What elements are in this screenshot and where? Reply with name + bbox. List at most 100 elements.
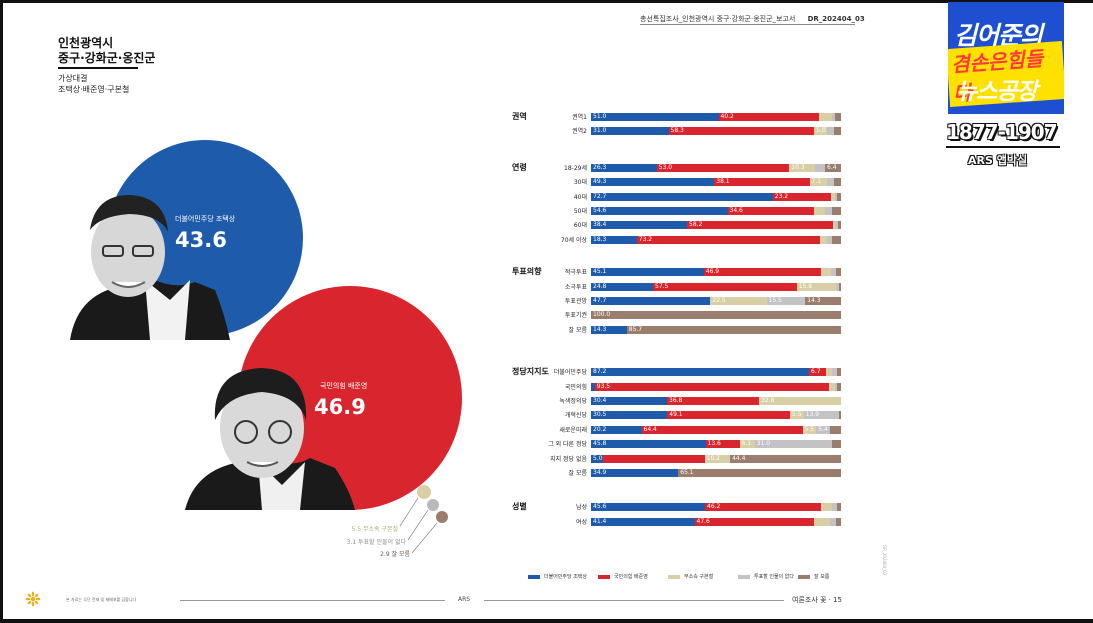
bar-segment: 38.4: [591, 221, 687, 230]
bar-segment: 54.6: [591, 207, 728, 215]
bar-segment: 58.2: [687, 221, 833, 230]
legend-swatch: [738, 574, 750, 579]
bar-segment: 14.3: [805, 297, 841, 305]
bar-segment: 46.2: [705, 503, 821, 512]
bar-segment: 6.1: [739, 440, 755, 449]
matchup-candidates: 조택상·배준영·구본철: [58, 85, 130, 94]
bar-segment: 22.5: [710, 297, 767, 305]
stacked-bar: 72.7 23.2: [591, 192, 841, 201]
row-label: 개혁신당: [564, 412, 587, 420]
legend-label: 더불어민주당 조택상: [544, 574, 587, 580]
bar-segment: [835, 221, 838, 230]
bar-segment: 44.4: [730, 454, 841, 463]
bar-segment: 34.6: [727, 207, 814, 215]
overlay-years-rule: [946, 146, 1060, 148]
stacked-bar: 47.7 22.5 15.5 14.3: [591, 297, 841, 305]
bar-segment: 46.9: [703, 268, 821, 277]
bar-segment: [834, 192, 837, 201]
overlay-ars-label: ARS 앱박실: [968, 154, 1028, 167]
stacked-bar: 5.0 40.5 10.244.4: [591, 454, 841, 463]
legend-swatch: [528, 574, 540, 579]
bar-segment: 72.7: [591, 192, 773, 201]
bar-segment: 31.0: [591, 127, 669, 136]
bar-segment: [831, 268, 836, 277]
bar-segment: [831, 503, 837, 512]
bar-segment: 87.2: [591, 368, 809, 377]
bar-segment: 53.0: [656, 163, 790, 172]
publisher-flower-icon: [25, 591, 41, 607]
stacked-bar: 87.2 6.7: [591, 368, 841, 377]
stacked-bar: 30.5 49.1 5.5 13.9: [591, 411, 841, 420]
footer-rule-right: [484, 600, 784, 601]
bar-segment: 5.4: [816, 425, 830, 434]
bar-segment: 45.6: [591, 503, 705, 512]
bar-segment: 40.2: [718, 113, 819, 121]
minor-bubble-unknown: [436, 511, 448, 523]
bar-segment: [835, 113, 841, 121]
row-label: 70세 이상: [560, 236, 587, 244]
row-label: 국민의힘: [564, 383, 587, 391]
frame-bottom-border: [0, 619, 1093, 623]
bar-segment: [838, 282, 841, 291]
bar-segment: 31.0: [754, 440, 833, 449]
footer-note: 본 자료는 무단 전재 및 재배포를 금합니다: [66, 597, 137, 602]
row-label: 적극투표: [564, 269, 587, 277]
bar-segment: 49.3: [591, 178, 715, 187]
bar-segment: [834, 127, 841, 136]
bar-segment: [813, 517, 830, 526]
stacked-bar: 24.8 57.5 15.8: [591, 282, 841, 291]
region-rule: [58, 67, 138, 69]
bar-segment: 41.4: [591, 517, 695, 526]
bar-segment: [832, 440, 841, 449]
bar-segment: [830, 192, 835, 201]
minor-bubble-none: [427, 499, 439, 511]
bar-segment: [832, 368, 837, 377]
header-rule: [640, 24, 855, 25]
stacked-bar: 30.4 36.8 32.8: [591, 397, 841, 405]
row-label: 권역2: [572, 128, 587, 136]
bar-segment: 93.5: [594, 382, 829, 391]
bar-segment: 85.7: [626, 325, 841, 334]
bar-segment: [836, 368, 841, 377]
row-label: 50대: [573, 208, 587, 215]
bar-segment: [821, 268, 831, 277]
bar-segment: [832, 221, 835, 230]
bar-segment: [819, 235, 828, 244]
matchup-label: 가상대결: [58, 74, 88, 83]
bar-segment: 65.1: [678, 469, 841, 477]
region-line1: 인천광역시: [58, 36, 114, 50]
footer-page: 여론조사 꽃 · 15: [792, 596, 843, 604]
row-label: 새로운미래: [559, 426, 587, 434]
candidate-b-photo: [185, 368, 355, 510]
legend-item: 잘 모름: [798, 573, 829, 580]
bar-segment: 34.9: [591, 469, 679, 477]
legend-swatch: [598, 574, 610, 579]
bar-segment: [827, 235, 833, 244]
bar-segment: [836, 517, 841, 526]
stacked-bar: 41.4 47.6: [591, 517, 841, 526]
stacked-bar: 49.3 38.1 7.1: [591, 178, 841, 187]
bar-segment: 5.0: [814, 127, 827, 136]
row-label: 권역1: [572, 114, 587, 121]
bar-segment: 20.2: [591, 425, 642, 434]
stacked-bar: 100.0: [591, 311, 841, 320]
bar-segment: 18.3: [591, 235, 637, 244]
bar-segment: [831, 207, 841, 215]
stacked-bar: 18.3 73.2: [591, 235, 841, 244]
bar-segment: 36.8: [667, 397, 759, 405]
bar-segment: 10.3: [789, 163, 815, 172]
bar-segment: 5.5: [790, 411, 804, 420]
bar-segment: [591, 382, 595, 391]
bar-segment: 57.5: [653, 282, 797, 291]
bar-segment: [826, 127, 835, 136]
candidate-a-value: 43.6: [175, 228, 227, 252]
candidate-a-photo: [70, 195, 230, 340]
row-label: 잘 모름: [568, 470, 587, 477]
bar-segment: [603, 454, 705, 463]
legend-label: 무소속 구본철: [684, 574, 714, 580]
bar-segment: [820, 503, 832, 512]
channel-logo-line3: 뉴스공장: [956, 79, 1038, 105]
bar-segment: [831, 113, 836, 121]
bar-segment: [819, 113, 832, 121]
bar-segment: 26.3: [591, 163, 657, 172]
